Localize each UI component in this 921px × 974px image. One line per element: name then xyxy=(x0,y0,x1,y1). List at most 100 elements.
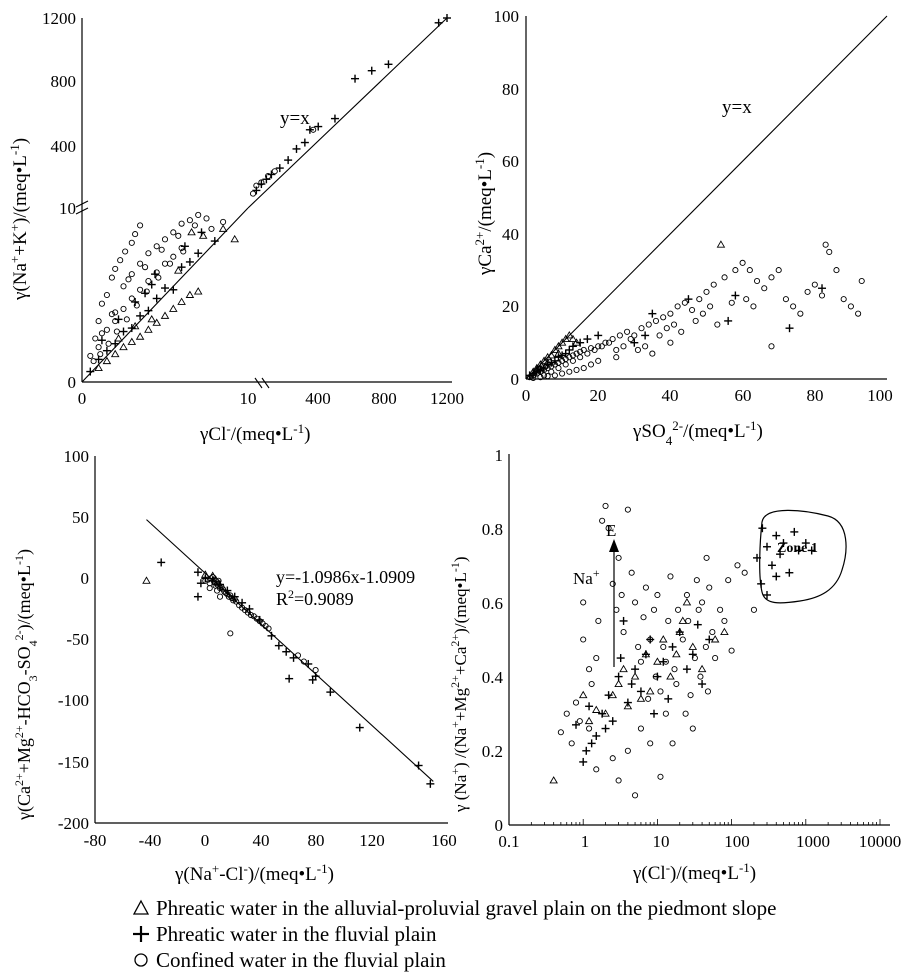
data-point-plus xyxy=(355,723,364,732)
data-point-circle xyxy=(691,655,698,662)
data-point-circle xyxy=(699,310,706,317)
panel-a-y-label: γ(Na++K+)/(meq•L-1) xyxy=(7,138,32,301)
data-point-circle xyxy=(128,295,135,302)
data-point-triangle xyxy=(591,705,601,713)
data-point-circle xyxy=(721,617,728,625)
data-point-circle xyxy=(155,274,162,281)
data-point-triangle xyxy=(675,627,685,636)
panel-d-y-tick-label: 0.4 xyxy=(482,668,504,687)
data-point-circle xyxy=(704,688,711,695)
data-point-circle xyxy=(206,585,213,592)
data-point-circle xyxy=(576,718,583,725)
data-point-plus xyxy=(119,327,128,336)
data-point-plus xyxy=(384,60,393,69)
data-point-plus xyxy=(616,654,625,663)
panel-d-y-tick-label: 1 xyxy=(495,446,504,465)
data-point-circle xyxy=(667,339,674,346)
data-point-plus xyxy=(275,164,284,173)
panel-d-y-tick-label: 0 xyxy=(495,816,504,835)
data-point-circle xyxy=(637,658,644,665)
data-point-circle xyxy=(98,300,105,307)
data-point-plus xyxy=(414,761,423,770)
data-point-circle xyxy=(761,285,768,292)
data-point-plus xyxy=(582,746,591,755)
data-point-circle xyxy=(665,617,672,625)
data-point-circle xyxy=(103,326,110,333)
data-point-circle xyxy=(557,729,564,736)
data-point-circle xyxy=(703,288,710,295)
data-point-triangle xyxy=(173,266,183,274)
data-point-circle xyxy=(652,317,660,324)
data-point-circle xyxy=(112,318,119,325)
panel-a-line-label: y=x xyxy=(280,108,310,129)
panel-d-x-tick-label: 1000 xyxy=(796,832,830,851)
data-point-circle xyxy=(797,310,804,317)
panel-a-y-tick-label: 800 xyxy=(51,72,77,91)
data-point-circle xyxy=(682,710,689,717)
data-point-circle xyxy=(628,569,635,576)
data-point-plus xyxy=(767,561,776,570)
data-point-circle xyxy=(128,239,135,246)
data-point-triangle xyxy=(614,679,623,687)
data-point-circle xyxy=(566,368,573,375)
data-point-circle xyxy=(586,725,593,732)
data-point-triangle xyxy=(682,598,692,606)
panel-b-x-tick-label: 60 xyxy=(735,386,752,405)
data-point-circle xyxy=(750,606,757,613)
data-point-triangle xyxy=(623,701,633,710)
data-point-circle xyxy=(712,655,719,662)
data-point-circle xyxy=(602,502,609,509)
data-point-circle xyxy=(703,554,710,561)
data-point-triangle xyxy=(160,311,170,319)
data-point-plus xyxy=(779,539,788,548)
data-point-circle xyxy=(580,346,587,354)
data-point-circle xyxy=(166,260,174,267)
data-point-circle xyxy=(647,740,654,747)
panel-c-fit-equation: y=-1.0986x-1.0909 xyxy=(276,567,415,587)
data-point-circle xyxy=(175,232,182,239)
data-point-circle xyxy=(696,296,703,303)
data-point-plus xyxy=(274,641,283,650)
data-point-circle xyxy=(678,328,685,335)
data-point-triangle xyxy=(543,358,552,366)
data-point-plus xyxy=(131,297,140,306)
panel-a-x-tick-label: 400 xyxy=(305,389,331,408)
panel-a-x-tick-label: 800 xyxy=(371,389,397,408)
data-point-circle xyxy=(609,755,616,762)
data-point-circle xyxy=(657,773,664,780)
data-point-circle xyxy=(605,339,613,346)
data-point-circle xyxy=(253,182,260,189)
panel-c-y-label: γ(Ca2++Mg2+-HCO3-SO42-)/(meq•L-1) xyxy=(12,549,40,821)
panel-b-y-tick-label: 100 xyxy=(494,7,520,26)
data-point-plus xyxy=(587,739,596,748)
panel-a: 0 10 400 800 1200 0 10 400 800 1200 y=x … xyxy=(7,9,465,445)
data-point-circle xyxy=(660,314,667,321)
data-point-plus xyxy=(648,309,657,318)
data-point-circle xyxy=(294,652,302,659)
data-point-circle xyxy=(593,766,600,773)
data-point-circle xyxy=(112,309,119,316)
panel-c-x-tick-label: 80 xyxy=(308,831,325,850)
data-point-plus xyxy=(757,579,766,588)
panel-b-marks xyxy=(525,15,888,381)
panel-a-y-tick-label: 1200 xyxy=(42,9,76,28)
data-point-circle xyxy=(638,325,645,332)
data-point-triangle xyxy=(557,338,567,346)
data-point-plus xyxy=(631,665,640,674)
data-point-circle xyxy=(220,218,227,225)
data-point-triangle xyxy=(630,672,640,680)
data-point-circle xyxy=(568,740,575,747)
data-point-circle xyxy=(573,350,580,357)
data-point-plus xyxy=(753,553,762,562)
data-point-circle xyxy=(618,591,625,599)
data-point-circle xyxy=(615,777,622,784)
data-point-circle xyxy=(706,584,713,591)
data-point-circle xyxy=(620,343,627,350)
data-point-circle xyxy=(732,267,739,274)
data-point-circle xyxy=(573,366,580,373)
data-point-plus xyxy=(161,284,169,293)
data-point-circle xyxy=(613,346,620,354)
data-point-triangle xyxy=(539,356,549,364)
panel-c-x-tick-label: 120 xyxy=(359,831,385,850)
panel-a-y-break xyxy=(75,200,89,215)
